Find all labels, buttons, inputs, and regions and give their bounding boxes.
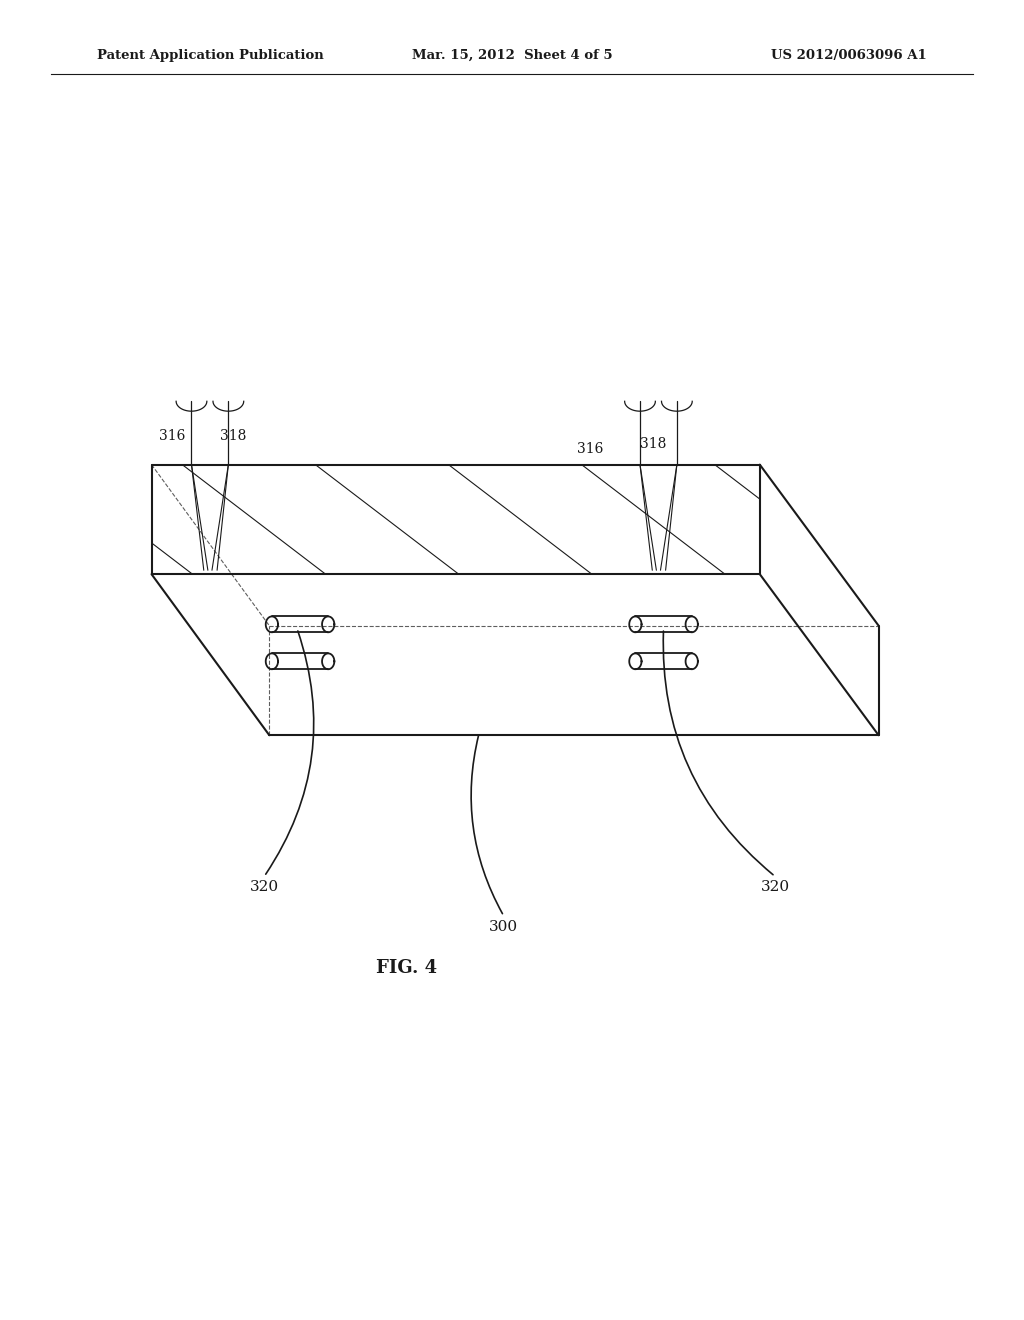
Text: Patent Application Publication: Patent Application Publication xyxy=(97,49,324,62)
Text: 316: 316 xyxy=(159,429,185,442)
Text: FIG. 4: FIG. 4 xyxy=(376,958,437,977)
Text: Mar. 15, 2012  Sheet 4 of 5: Mar. 15, 2012 Sheet 4 of 5 xyxy=(412,49,612,62)
Text: 320: 320 xyxy=(250,880,279,894)
Text: 320: 320 xyxy=(761,880,790,894)
Text: 318: 318 xyxy=(640,437,667,450)
Text: US 2012/0063096 A1: US 2012/0063096 A1 xyxy=(771,49,927,62)
Text: 300: 300 xyxy=(489,920,518,933)
Text: 316: 316 xyxy=(577,442,603,455)
Text: 318: 318 xyxy=(220,429,247,442)
